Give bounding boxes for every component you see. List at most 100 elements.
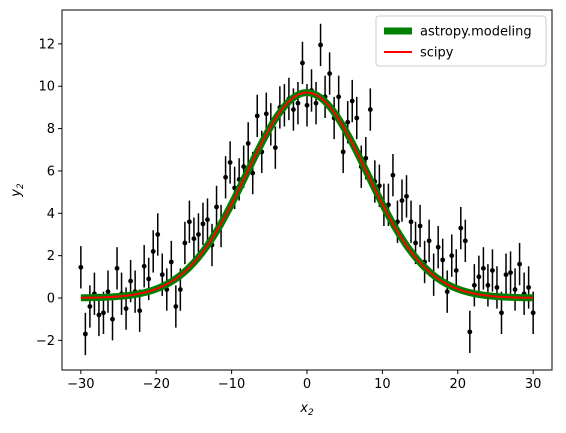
data-point xyxy=(205,217,210,223)
data-point xyxy=(490,268,495,273)
data-point xyxy=(101,310,106,316)
data-point xyxy=(435,244,441,250)
x-axis-label: x2 xyxy=(299,401,314,418)
data-point xyxy=(336,94,342,100)
y-axis-label-main: y xyxy=(9,189,24,198)
data-point xyxy=(105,289,111,295)
x-axis-label-sub: 2 xyxy=(308,408,314,418)
y-tick-label: 6 xyxy=(47,164,55,179)
data-point xyxy=(530,310,536,316)
data-point xyxy=(499,310,504,316)
data-point xyxy=(96,312,102,318)
data-point xyxy=(476,274,482,280)
y-tick-label: −2 xyxy=(36,334,55,349)
data-point xyxy=(223,174,228,180)
x-tick-label: 0 xyxy=(303,377,311,392)
data-point xyxy=(345,119,351,125)
x-axis-label-main: x xyxy=(299,401,308,416)
data-point xyxy=(390,172,396,178)
data-point xyxy=(444,289,450,295)
data-point xyxy=(517,261,522,267)
data-point xyxy=(146,276,152,282)
data-point xyxy=(485,282,491,288)
legend-label-scipy: scipy xyxy=(420,46,454,61)
data-point xyxy=(367,107,373,112)
y-axis-label-sub: 2 xyxy=(16,183,26,189)
data-point xyxy=(417,223,423,229)
data-point xyxy=(481,265,486,271)
data-point xyxy=(349,98,355,104)
data-point xyxy=(458,225,464,231)
data-point xyxy=(187,219,192,225)
data-point xyxy=(471,282,477,288)
x-tick-label: 10 xyxy=(374,377,391,392)
data-point xyxy=(82,331,88,337)
y-axis-label: y2 xyxy=(9,183,26,198)
data-point xyxy=(182,240,188,246)
legend-box xyxy=(375,15,547,67)
data-point xyxy=(150,249,156,254)
data-point xyxy=(159,272,165,278)
y-tick-label: 12 xyxy=(38,37,55,52)
data-point xyxy=(304,102,310,108)
data-point xyxy=(137,308,143,314)
data-point xyxy=(453,268,459,273)
data-point xyxy=(526,285,532,290)
y-tick-label: 4 xyxy=(47,207,55,222)
data-point xyxy=(214,204,219,210)
data-point xyxy=(196,232,201,237)
model-curves xyxy=(78,89,536,302)
data-point xyxy=(340,149,346,155)
data-point xyxy=(449,253,455,259)
x-tick-label: 30 xyxy=(525,377,542,392)
data-point xyxy=(404,193,409,199)
data-point xyxy=(272,145,278,151)
data-point xyxy=(155,232,161,237)
data-point xyxy=(128,278,134,284)
y-tick-label: 10 xyxy=(38,80,55,95)
data-point xyxy=(399,198,405,203)
data-point xyxy=(503,272,509,278)
data-point xyxy=(291,107,296,112)
data-point xyxy=(110,316,115,322)
data-point xyxy=(318,42,323,48)
data-point xyxy=(467,329,473,335)
scipy-fit-curve xyxy=(80,91,534,299)
data-point xyxy=(300,60,305,66)
data-point xyxy=(87,304,93,309)
y-tick-label: 8 xyxy=(47,122,55,137)
x-axis-ticks: −30 −20 −10 0 10 20 30 xyxy=(67,370,541,392)
x-tick-label: −10 xyxy=(218,377,245,392)
data-point xyxy=(376,183,382,189)
data-point xyxy=(494,285,500,290)
data-point xyxy=(462,238,468,244)
data-point xyxy=(114,265,120,271)
data-point xyxy=(313,100,319,106)
data-point xyxy=(227,160,233,165)
legend: astropy.modeling scipy xyxy=(375,15,547,67)
data-point xyxy=(413,240,418,246)
data-point xyxy=(426,238,432,244)
x-tick-label: −20 xyxy=(143,377,170,392)
y-tick-label: 0 xyxy=(47,292,55,307)
data-point xyxy=(363,155,369,161)
data-point xyxy=(168,259,174,265)
legend-label-astropy: astropy.modeling xyxy=(420,25,532,40)
data-point xyxy=(508,270,513,275)
y-axis-ticks: −2 0 2 4 6 8 10 12 xyxy=(36,37,62,349)
data-point xyxy=(123,306,129,311)
data-point xyxy=(327,71,333,76)
x-tick-label: −30 xyxy=(67,377,94,392)
data-point xyxy=(354,115,360,121)
y-tick-label: 2 xyxy=(47,249,55,264)
data-point xyxy=(250,170,256,176)
data-point xyxy=(440,257,446,263)
data-point xyxy=(141,263,147,269)
data-point xyxy=(241,164,247,170)
data-point xyxy=(295,100,301,106)
data-point xyxy=(263,111,269,117)
data-point xyxy=(173,304,179,309)
data-point xyxy=(200,221,206,227)
